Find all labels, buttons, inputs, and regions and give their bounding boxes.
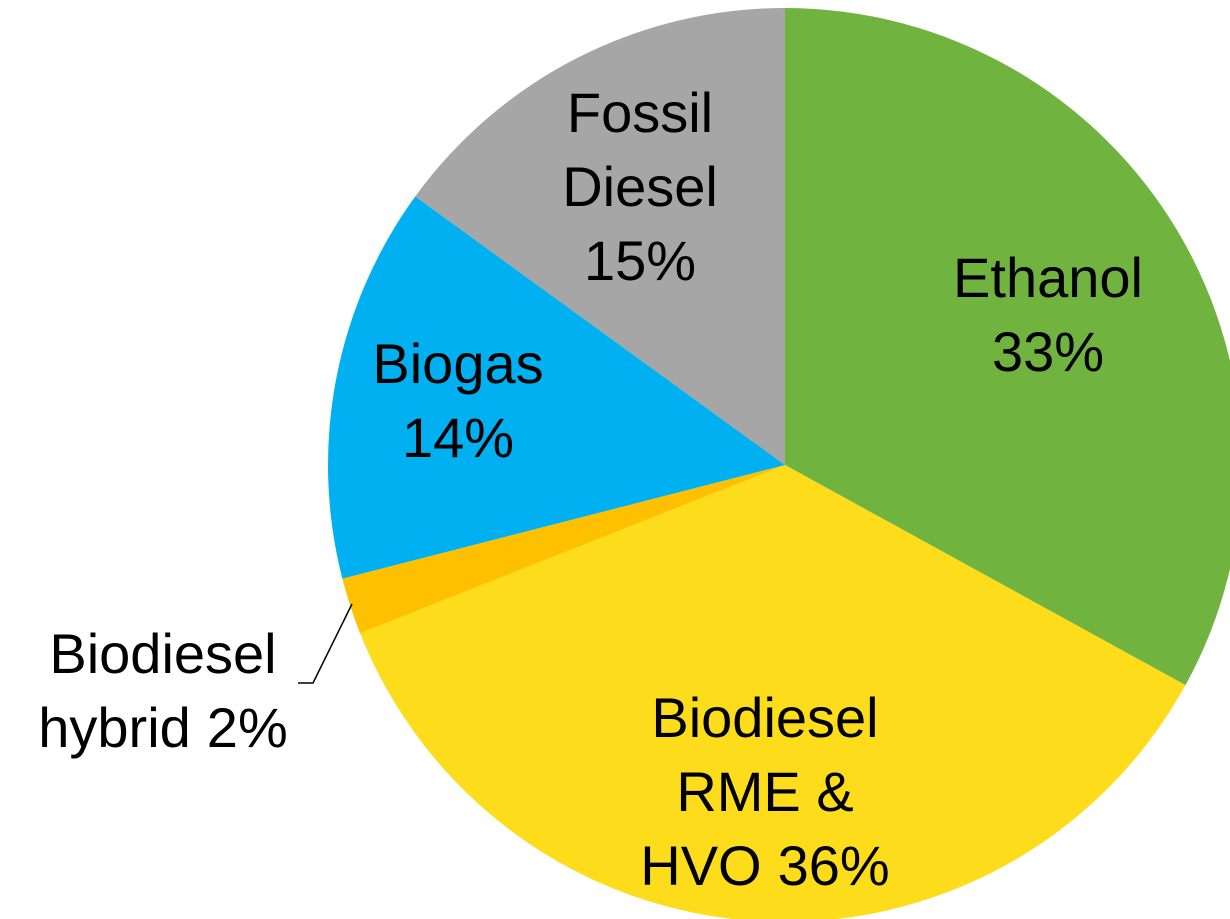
value-label: 15% [584,229,696,292]
slice-label: Biodiesel RME & HVO [640,686,878,897]
slice-label: Ethanol [953,246,1143,309]
labels: Ethanol 33% Biodiesel RME & HVO 36% Biodiesel h… [38,81,1143,897]
value-label: 36% [778,834,890,897]
slices [328,7,1230,919]
slice-label: Biodiesel hybrid [38,622,276,759]
value-label: 2% [207,696,288,759]
slice [328,196,785,579]
slice [785,8,1230,686]
value-label: 33% [992,320,1104,383]
slice [360,465,1186,919]
slice [415,7,785,465]
value-label: 14% [402,406,514,469]
slice-label: Fossil Diesel [562,81,718,218]
leader-line [298,603,353,684]
slice-label: Biogas [372,332,543,395]
slice [342,465,785,634]
